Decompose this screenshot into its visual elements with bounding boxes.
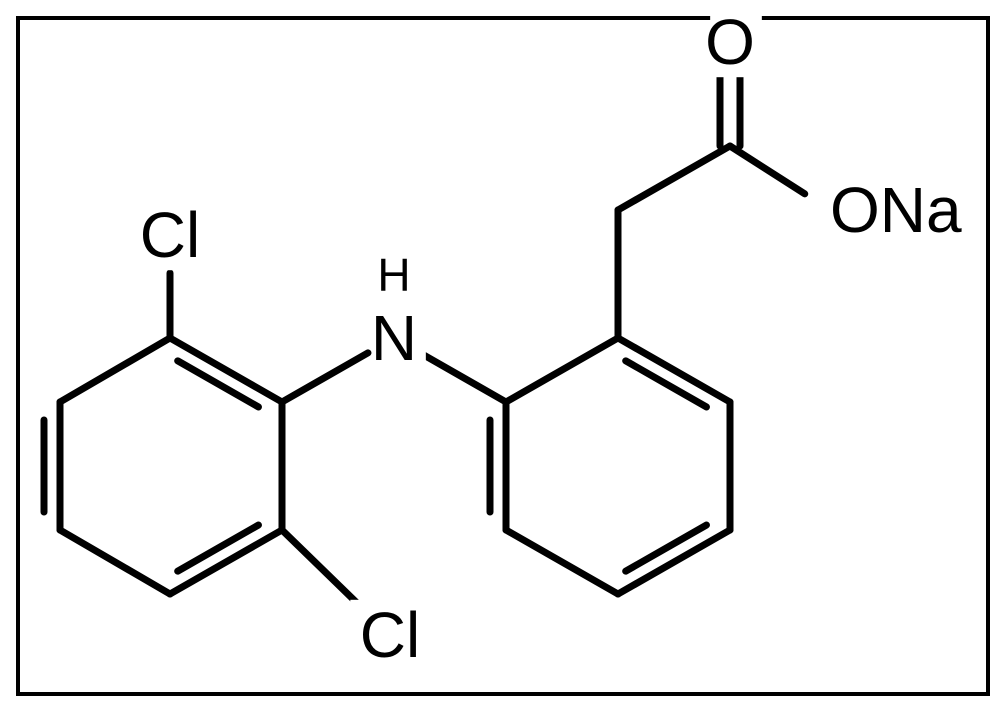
atom-label-O_double: O <box>705 6 755 78</box>
structure-canvas: Cl Cl NH O ONa <box>0 0 1006 712</box>
atom-label-N: N <box>371 302 417 374</box>
molecule-svg: Cl Cl NH O ONa <box>0 0 1006 712</box>
atom-label-H: H <box>377 249 410 301</box>
atom-label-O_single: ONa <box>830 174 962 246</box>
atom-label-Cl_top: Cl <box>140 199 200 271</box>
atom-label-Cl_bottom: Cl <box>360 599 420 671</box>
